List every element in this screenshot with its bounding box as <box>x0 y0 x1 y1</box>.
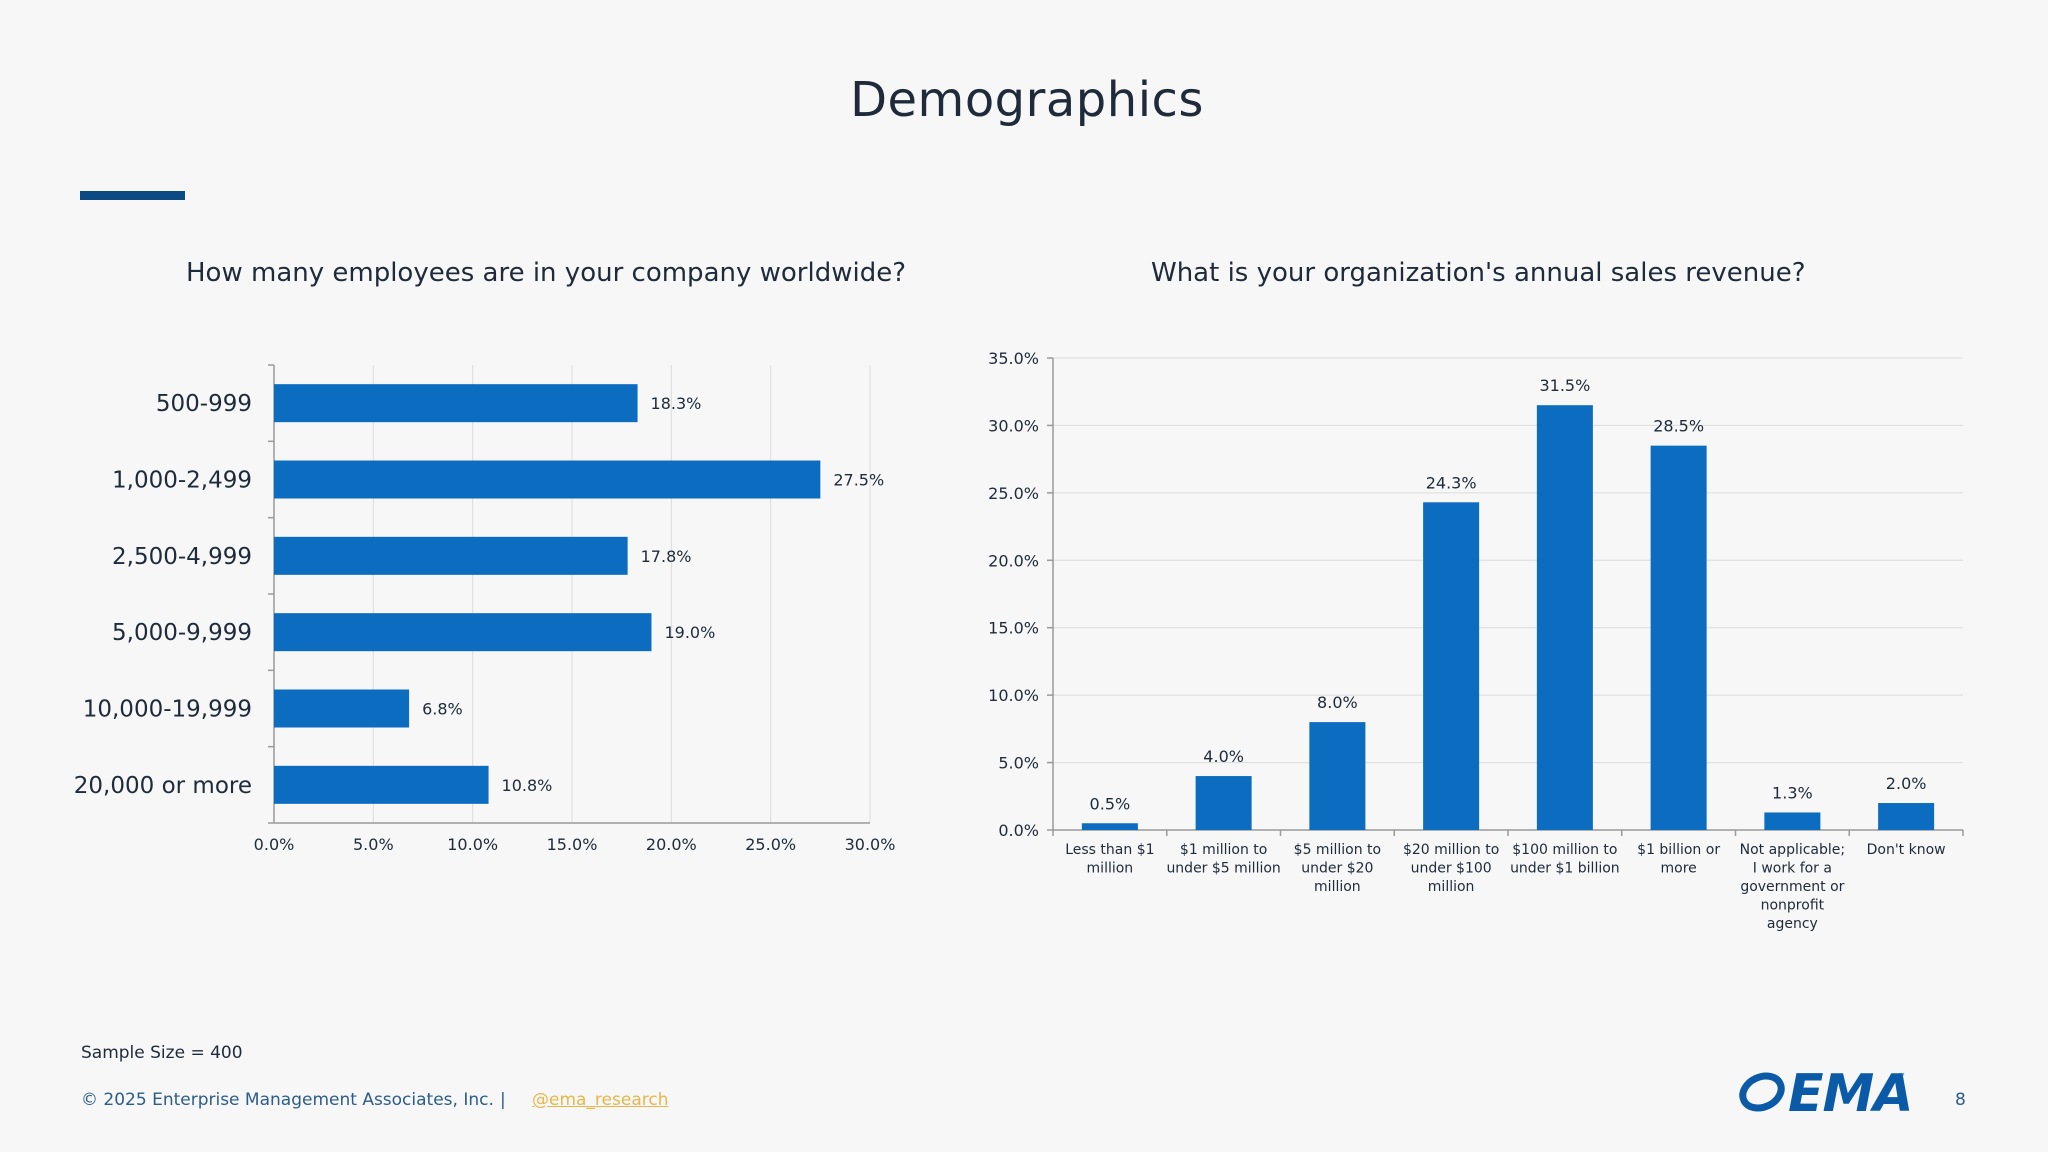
category-label: 2,500-4,999 <box>112 544 252 570</box>
revenue-chart-title: What is your organization's annual sales… <box>1151 258 1806 288</box>
page-number: 8 <box>1955 1090 1966 1110</box>
category-label: under $100 <box>1411 861 1492 877</box>
y-tick-label: 10.0% <box>988 686 1039 705</box>
ema-logo: EMA ™ <box>1738 1064 1914 1128</box>
sample-size-note: Sample Size = 400 <box>81 1043 243 1063</box>
bar <box>274 765 489 804</box>
x-tick-label: 0.0% <box>254 835 295 854</box>
x-tick-label: 5.0% <box>353 835 394 854</box>
category-label: Less than $1 <box>1065 842 1154 858</box>
data-label: 24.3% <box>1426 473 1477 492</box>
data-label: 19.0% <box>664 623 715 642</box>
bar <box>1081 823 1138 830</box>
copyright-text: © 2025 Enterprise Management Associates,… <box>81 1090 494 1110</box>
category-label: under $1 billion <box>1510 861 1620 877</box>
x-tick-label: 25.0% <box>745 835 796 854</box>
bar <box>274 384 638 423</box>
category-label: 1,000-2,499 <box>112 468 252 494</box>
category-label: Not applicable; <box>1740 842 1846 858</box>
category-label: $100 million to <box>1512 842 1617 858</box>
bar <box>1878 803 1935 830</box>
category-label: 500-999 <box>156 391 252 417</box>
category-label: million <box>1428 879 1475 895</box>
data-label: 27.5% <box>833 471 884 490</box>
title-accent-bar <box>80 191 185 200</box>
logo-trademark: ™ <box>1898 1072 1906 1081</box>
category-label: under $20 <box>1301 861 1373 877</box>
bar <box>274 689 410 728</box>
y-tick-label: 25.0% <box>988 484 1039 503</box>
bar <box>1764 812 1821 830</box>
x-tick-label: 15.0% <box>547 835 598 854</box>
x-tick-label: 20.0% <box>646 835 697 854</box>
x-tick-label: 30.0% <box>845 835 896 854</box>
data-label: 10.8% <box>502 776 553 795</box>
ema-logo-swirl-icon <box>1739 1072 1785 1112</box>
y-tick-label: 20.0% <box>988 551 1039 570</box>
footer-separator: | <box>500 1090 506 1110</box>
y-tick-label: 5.0% <box>998 754 1039 773</box>
bar <box>1423 502 1480 830</box>
data-label: 6.8% <box>422 700 463 719</box>
category-label: more <box>1660 861 1696 877</box>
logo-wordmark: EMA <box>1788 1064 1914 1124</box>
data-label: 17.8% <box>641 547 692 566</box>
data-label: 0.5% <box>1090 794 1131 813</box>
category-label: $20 million to <box>1403 842 1499 858</box>
category-label: $5 million to <box>1294 842 1381 858</box>
bar <box>274 613 652 652</box>
category-label: 10,000-19,999 <box>83 697 252 723</box>
y-tick-label: 15.0% <box>988 619 1039 638</box>
data-label: 2.0% <box>1886 774 1927 793</box>
category-label: government or <box>1740 879 1844 895</box>
bar <box>1309 722 1366 830</box>
category-label: agency <box>1767 916 1818 932</box>
category-label: nonprofit <box>1761 898 1825 914</box>
category-label: million <box>1314 879 1361 895</box>
bar <box>274 536 628 575</box>
bar <box>1195 776 1252 830</box>
bar <box>274 460 821 499</box>
bar <box>1650 445 1707 830</box>
twitter-handle-link[interactable]: @ema_research <box>532 1090 669 1110</box>
data-label: 4.0% <box>1203 747 1244 766</box>
category-label: under $5 million <box>1166 861 1280 877</box>
category-label: million <box>1087 861 1134 877</box>
data-label: 31.5% <box>1539 376 1590 395</box>
category-label: Don't know <box>1867 842 1946 858</box>
category-label: I work for a <box>1753 861 1832 877</box>
category-label: 5,000-9,999 <box>112 620 252 646</box>
y-tick-label: 30.0% <box>988 416 1039 435</box>
category-label: $1 billion or <box>1637 842 1720 858</box>
page-title: Demographics <box>850 72 1204 128</box>
data-label: 18.3% <box>651 394 702 413</box>
data-label: 28.5% <box>1653 417 1704 436</box>
data-label: 8.0% <box>1317 693 1358 712</box>
y-tick-label: 0.0% <box>998 821 1039 840</box>
category-label: $1 million to <box>1180 842 1267 858</box>
x-tick-label: 10.0% <box>447 835 498 854</box>
y-tick-label: 35.0% <box>988 349 1039 368</box>
employees-chart-title: How many employees are in your company w… <box>186 258 907 288</box>
category-label: 20,000 or more <box>74 773 252 799</box>
bar <box>1536 405 1593 830</box>
data-label: 1.3% <box>1772 783 1813 802</box>
